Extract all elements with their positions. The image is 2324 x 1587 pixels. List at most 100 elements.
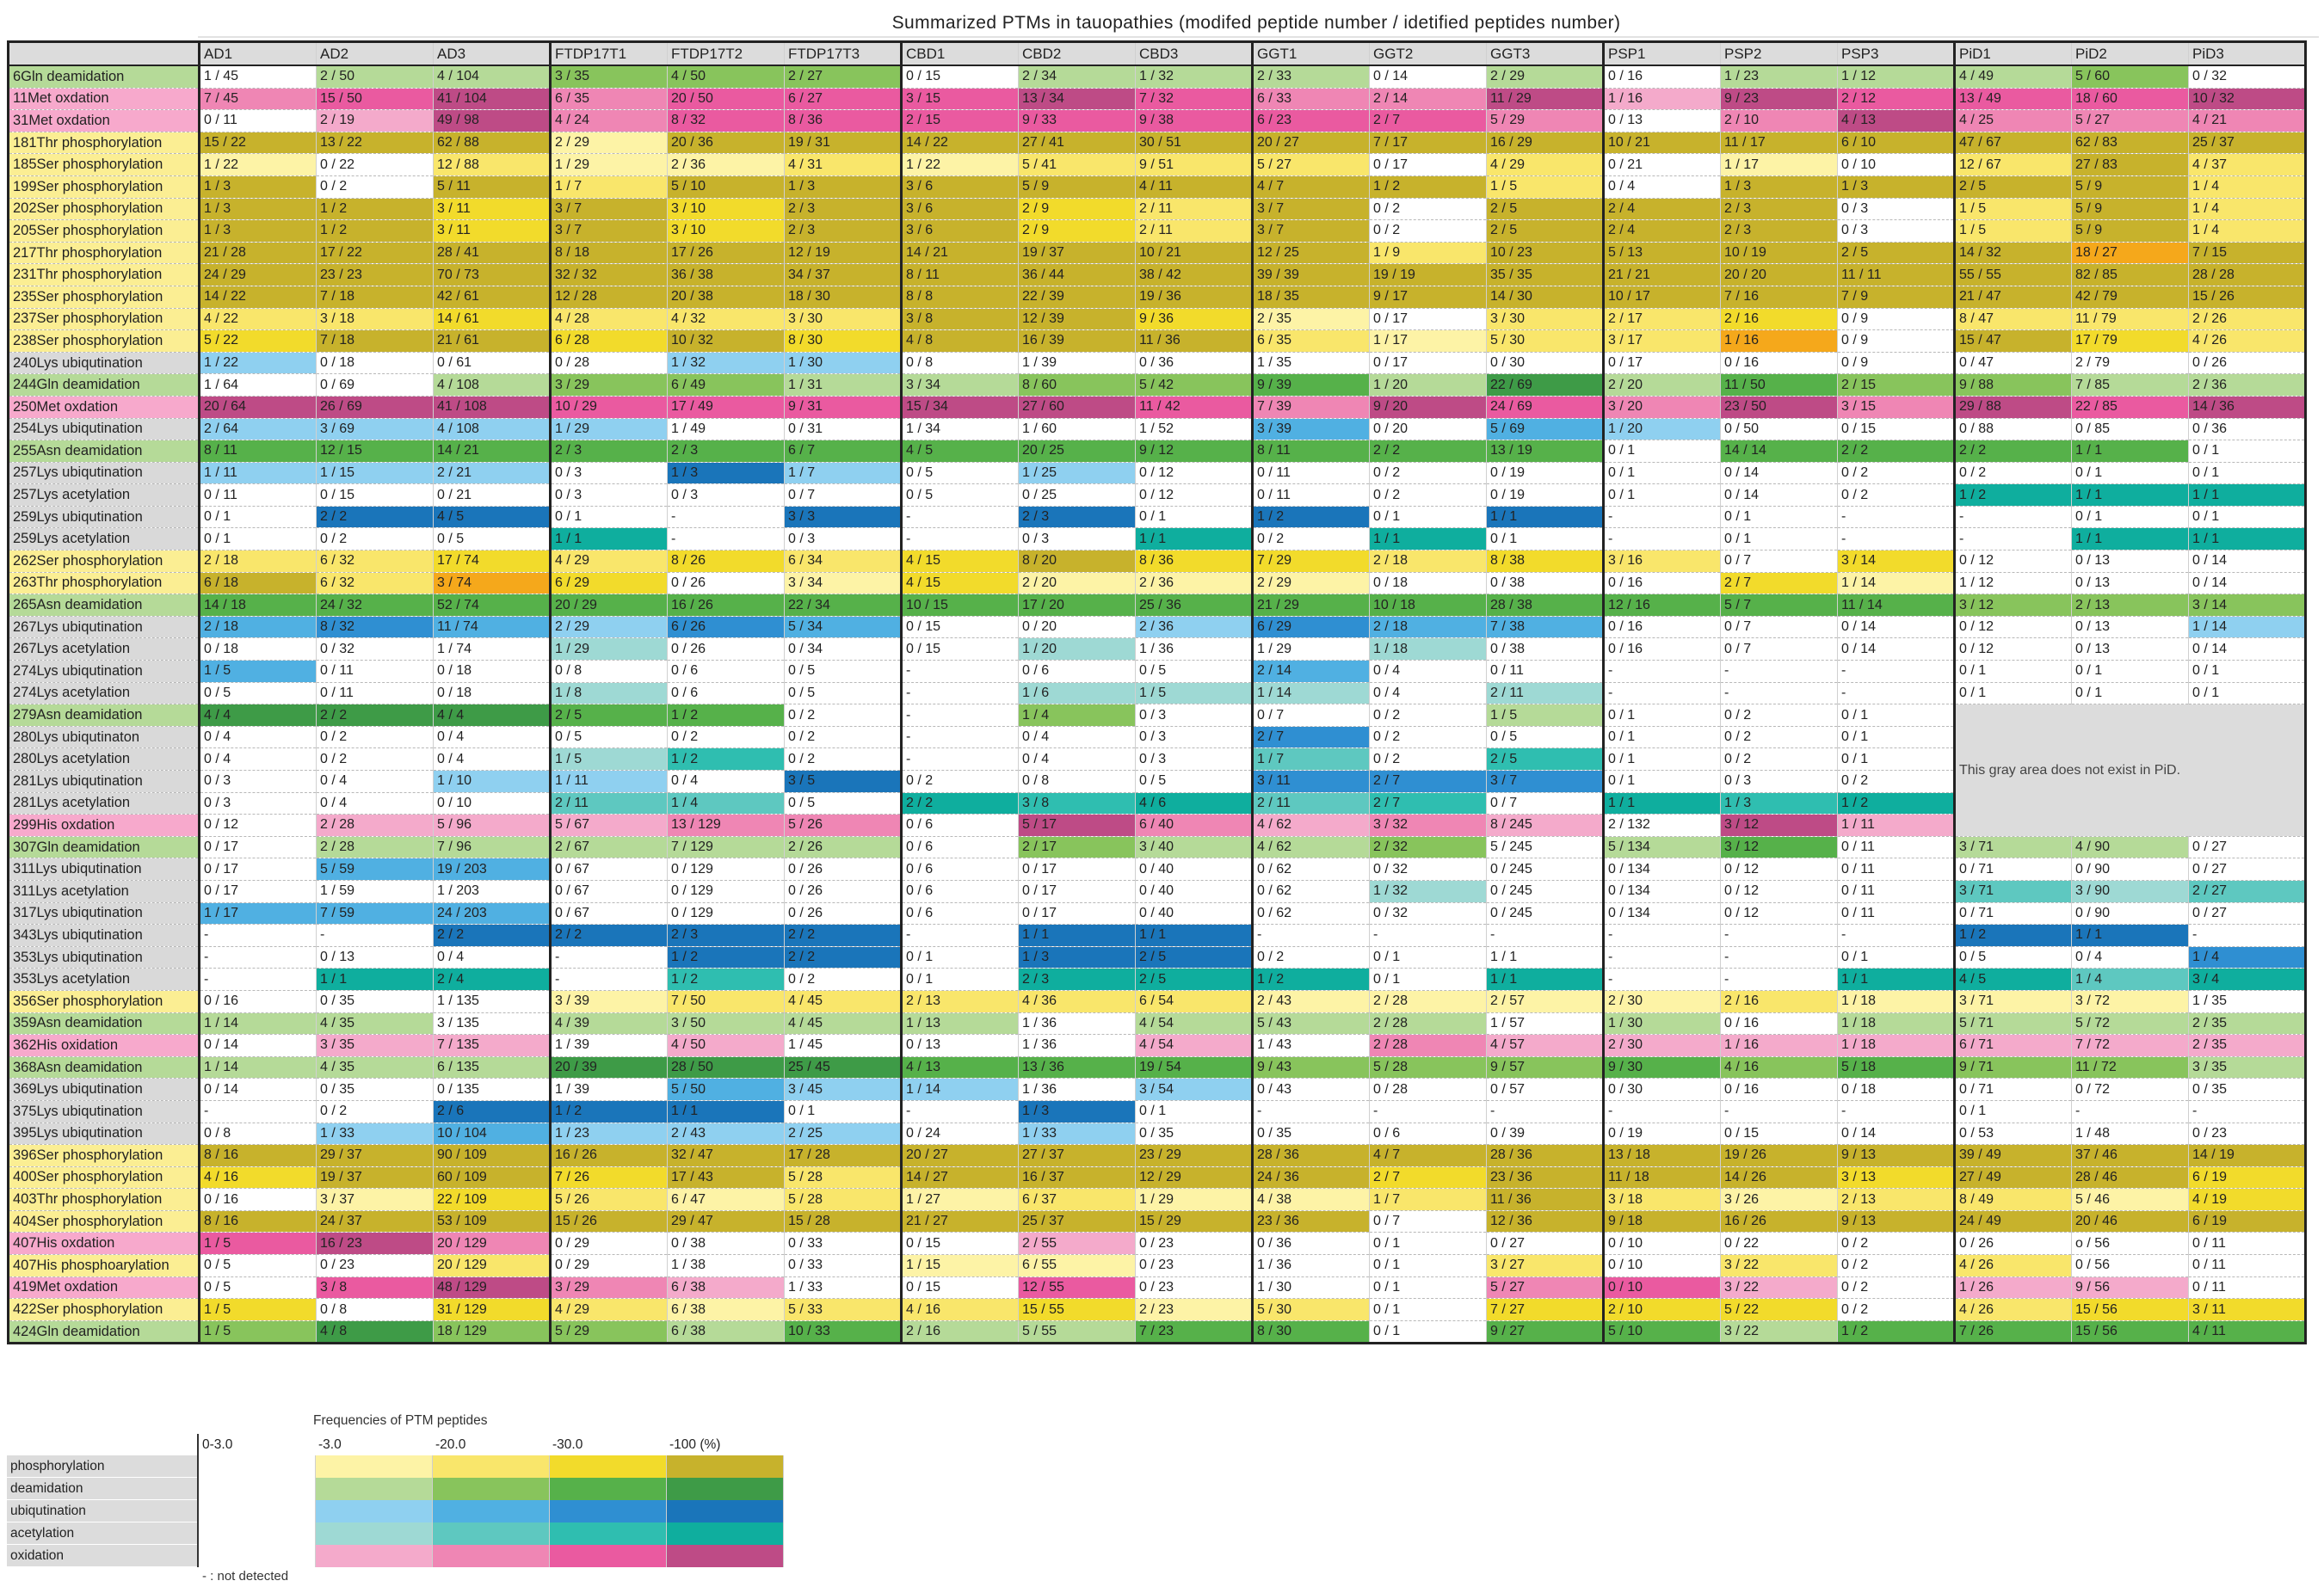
row-label: 395Lys ubiqutination	[8, 1123, 200, 1146]
data-cell: 0 / 16	[1602, 616, 1721, 639]
data-cell: -	[900, 660, 1019, 683]
data-cell: 8 / 47	[1953, 308, 2072, 331]
table-row: 368Asn deamidation 1 / 14 4 / 35 6 / 135 20 …	[8, 1056, 2306, 1080]
data-cell: 0 / 15	[1837, 418, 1955, 441]
data-cell: 0 / 5	[1135, 660, 1253, 683]
data-cell: 1 / 4	[667, 792, 785, 815]
data-cell: 12 / 19	[784, 242, 902, 265]
data-cell: 0 / 6	[667, 660, 785, 683]
legend-row: ubiqutination	[7, 1499, 784, 1522]
data-cell: 17 / 43	[667, 1166, 785, 1190]
data-cell: 6 / 54	[1135, 990, 1253, 1013]
data-cell: 2 / 7	[1369, 792, 1487, 815]
data-cell: 3 / 35	[316, 1034, 434, 1057]
data-cell: -	[900, 527, 1019, 551]
data-cell: -	[1720, 660, 1838, 683]
data-cell: 0 / 11	[198, 483, 317, 507]
data-cell: 2 / 28	[1369, 1034, 1487, 1057]
data-cell: 30 / 51	[1135, 132, 1253, 155]
data-cell: 3 / 37	[316, 1188, 434, 1211]
legend-swatch	[666, 1477, 784, 1500]
data-cell: 4 / 24	[549, 109, 668, 132]
data-cell: 1 / 14	[900, 1078, 1019, 1101]
data-cell: 9 / 27	[1486, 1320, 1604, 1344]
legend-swatch	[432, 1455, 550, 1478]
data-cell: 27 / 41	[1018, 132, 1136, 155]
row-label: 375Lys ubiqutination	[8, 1100, 200, 1123]
data-cell: 1 / 5	[1135, 682, 1253, 705]
row-label: 31Met oxdation	[8, 109, 200, 132]
data-cell: 0 / 3	[549, 462, 668, 485]
data-cell: 4 / 49	[1953, 65, 2072, 89]
data-cell: 0 / 10	[1602, 1232, 1721, 1256]
data-cell: 4 / 21	[2188, 109, 2306, 132]
data-cell: 1 / 4	[2188, 198, 2306, 221]
data-cell: 22 / 85	[2071, 396, 2189, 419]
data-cell: 1 / 1	[549, 527, 668, 551]
data-cell: 0 / 2	[1837, 483, 1955, 507]
data-cell: 7 / 38	[1486, 616, 1604, 639]
data-cell: 1 / 3	[198, 175, 317, 199]
data-cell: 4 / 22	[198, 308, 317, 331]
data-cell: 6 / 7	[784, 440, 902, 463]
data-cell: 1 / 3	[198, 219, 317, 243]
data-cell: 0 / 5	[1486, 726, 1604, 749]
data-cell: 1 / 33	[784, 1276, 902, 1300]
data-cell: 9 / 18	[1602, 1210, 1721, 1233]
data-cell: 2 / 3	[1018, 968, 1136, 991]
data-cell: 4 / 16	[1720, 1056, 1838, 1080]
data-cell: 0 / 62	[1251, 858, 1370, 881]
legend-swatch	[197, 1499, 316, 1522]
data-cell: 7 / 32	[1135, 88, 1253, 111]
data-cell: 2 / 11	[1251, 792, 1370, 815]
data-cell: 37 / 46	[2071, 1144, 2189, 1167]
data-cell: 3 / 22	[1720, 1276, 1838, 1300]
row-label: 257Lys ubiqutination	[8, 462, 200, 485]
data-cell: 0 / 22	[316, 153, 434, 176]
data-cell: 7 / 18	[316, 329, 434, 353]
data-cell: 4 / 15	[900, 550, 1019, 573]
data-cell: 5 / 29	[549, 1320, 668, 1344]
data-cell: 14 / 21	[900, 242, 1019, 265]
data-cell: 0 / 26	[667, 572, 785, 595]
data-cell: 1 / 2	[316, 198, 434, 221]
data-cell: -	[1369, 1100, 1487, 1123]
data-cell: 1 / 20	[1369, 373, 1487, 397]
data-cell: 2 / 36	[1135, 616, 1253, 639]
data-cell: 0 / 2	[316, 175, 434, 199]
data-cell: 3 / 15	[900, 88, 1019, 111]
data-cell: 24 / 36	[1251, 1166, 1370, 1190]
data-cell: 1 / 7	[549, 175, 668, 199]
data-cell: 1 / 2	[1953, 924, 2072, 947]
data-cell: 0 / 3	[1837, 219, 1955, 243]
data-cell: 29 / 47	[667, 1210, 785, 1233]
table-row: 265Asn deamidation 14 / 18 24 / 32 52 / 74 2…	[8, 594, 2306, 617]
data-cell: 4 / 4	[198, 704, 317, 727]
data-cell: 1 / 39	[549, 1034, 668, 1057]
data-cell: 49 / 98	[433, 109, 551, 132]
data-cell: -	[667, 506, 785, 529]
data-cell: 28 / 38	[1486, 594, 1604, 617]
data-cell: 0 / 26	[784, 902, 902, 926]
data-cell: 0 / 11	[2188, 1276, 2306, 1300]
table-row: 307Gln deamidation 0 / 17 2 / 28 7 / 96 2 / …	[8, 836, 2306, 859]
data-cell: 0 / 6	[667, 682, 785, 705]
data-cell: 0 / 5	[900, 462, 1019, 485]
legend-swatch	[549, 1455, 667, 1478]
data-cell: 5 / 27	[2071, 109, 2189, 132]
data-cell: 2 / 2	[433, 924, 551, 947]
data-cell: 0 / 17	[198, 858, 317, 881]
data-cell: 9 / 20	[1369, 396, 1487, 419]
data-cell: -	[1720, 682, 1838, 705]
data-cell: 4 / 6	[1135, 792, 1253, 815]
data-cell: 0 / 40	[1135, 880, 1253, 903]
data-cell: 2 / 10	[1720, 109, 1838, 132]
data-cell: 0 / 2	[1720, 726, 1838, 749]
data-cell: 6 / 38	[667, 1276, 785, 1300]
data-cell: 1 / 2	[1837, 1320, 1955, 1344]
data-cell: 12 / 15	[316, 440, 434, 463]
data-cell: 0 / 5	[784, 792, 902, 815]
data-cell: 9 / 23	[1720, 88, 1838, 111]
data-cell: 1 / 1	[1602, 792, 1721, 815]
